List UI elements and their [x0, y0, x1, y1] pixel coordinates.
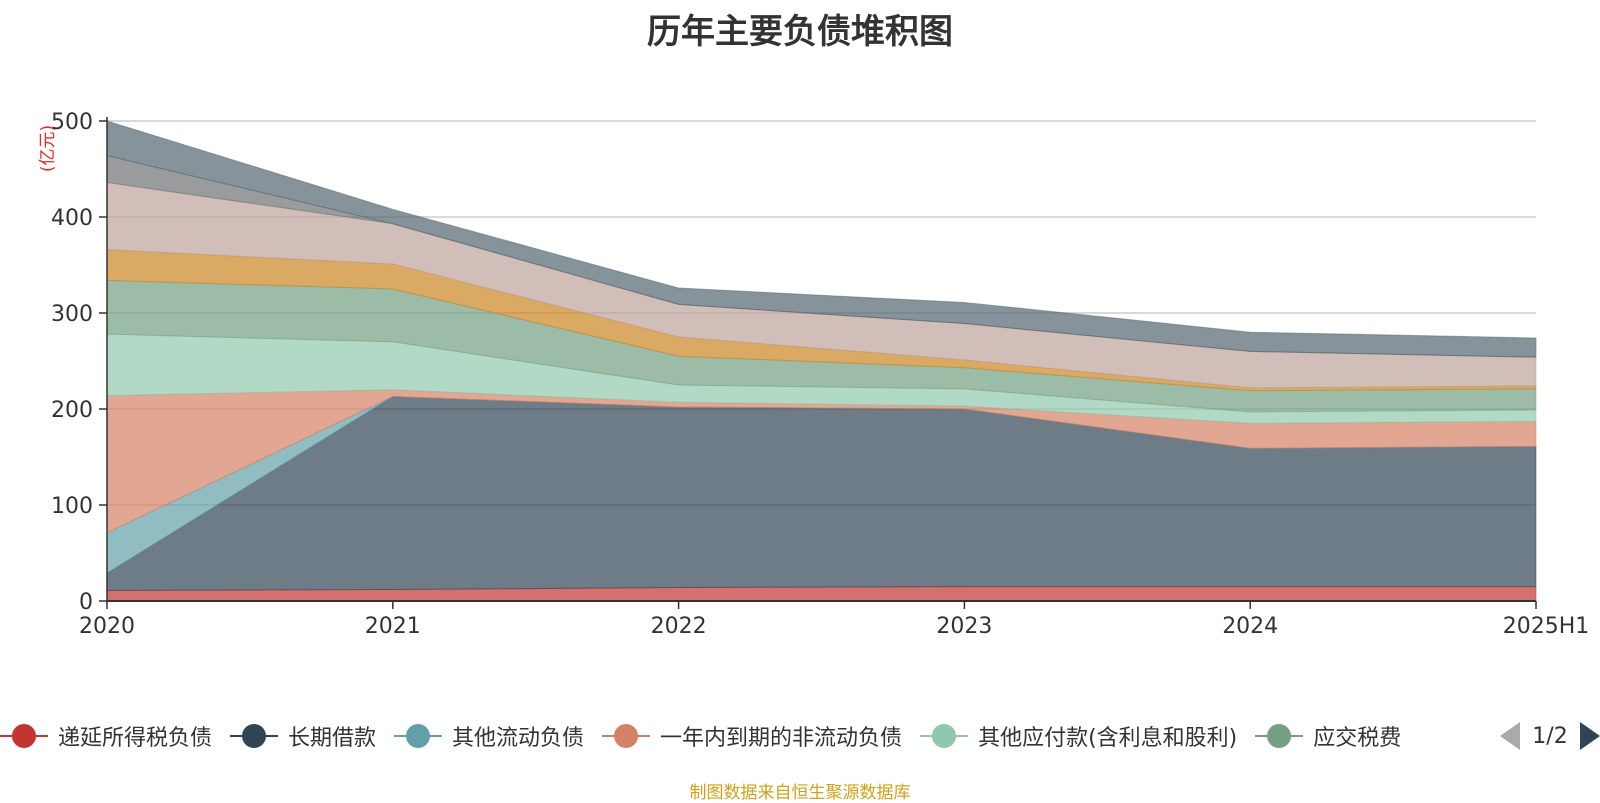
- legend-label: 其他应付款(含利息和股利): [978, 726, 1238, 751]
- legend-label: 长期借款: [288, 726, 377, 751]
- legend-marker-icon: [0, 723, 48, 749]
- legend-item[interactable]: 其他应付款(含利息和股利): [920, 720, 1237, 752]
- legend-pager: 1/2: [1488, 718, 1600, 754]
- y-tick-label: 300: [51, 302, 93, 327]
- x-tick-label: 2022: [651, 614, 707, 639]
- legend-prev-arrow-icon[interactable]: [1500, 722, 1520, 750]
- chart-canvas: 0 100 200 300 400 500 2020 2021 2022 2023 2024 2025…: [51, 110, 1589, 639]
- legend-item[interactable]: 长期借款: [230, 720, 376, 752]
- legend-marker-icon: [602, 723, 651, 749]
- legend-marker-icon: [230, 723, 279, 749]
- legend-item[interactable]: 其他流动负债: [394, 720, 584, 752]
- y-tick-label: 0: [79, 590, 93, 615]
- legend-label: 递延所得税负债: [58, 726, 213, 751]
- x-tick-label: 2023: [936, 614, 992, 639]
- legend-item[interactable]: 递延所得税负债: [0, 720, 212, 752]
- area-series: [106, 120, 1537, 602]
- legend-item[interactable]: 应交税费: [1255, 720, 1401, 752]
- area-series-9[interactable]: [106, 120, 1537, 358]
- chart-title: 历年主要负债堆积图: [647, 12, 953, 52]
- x-tick-label: 2024: [1222, 614, 1278, 639]
- x-tick-label: 2021: [365, 614, 421, 639]
- x-tick-label: 2020: [79, 614, 135, 639]
- legend-label: 应交税费: [1313, 726, 1402, 751]
- legend-marker-icon: [920, 723, 969, 749]
- legend-marker-icon: [1255, 723, 1304, 749]
- legend-marker-icon: [394, 723, 443, 749]
- y-tick-label: 400: [51, 206, 93, 231]
- legend-item[interactable]: 一年内到期的非流动负债: [602, 720, 902, 752]
- y-tick-label: 500: [51, 110, 93, 135]
- y-tick-label: 100: [51, 494, 93, 519]
- legend-label: 其他流动负债: [452, 726, 585, 751]
- y-tick-label: 200: [51, 398, 93, 423]
- legend-items: 递延所得税负债 长期借款 其他流动负债 一年内到期的非流动负债 其他应付款(含利息和股利…: [0, 718, 1488, 754]
- legend: 递延所得税负债 长期借款 其他流动负债 一年内到期的非流动负债 其他应付款(含利息和股利…: [0, 718, 1600, 754]
- legend-next-arrow-icon[interactable]: [1580, 722, 1600, 750]
- x-tick-label: 2025H1: [1503, 614, 1590, 639]
- legend-page-indicator: 1/2: [1532, 723, 1568, 749]
- axes: 0 100 200 300 400 500 2020 2021 2022 2023 2024 2025…: [51, 110, 1589, 639]
- data-source-footer: 制图数据来自恒生聚源数据库: [689, 783, 911, 803]
- legend-label: 一年内到期的非流动负债: [660, 726, 903, 751]
